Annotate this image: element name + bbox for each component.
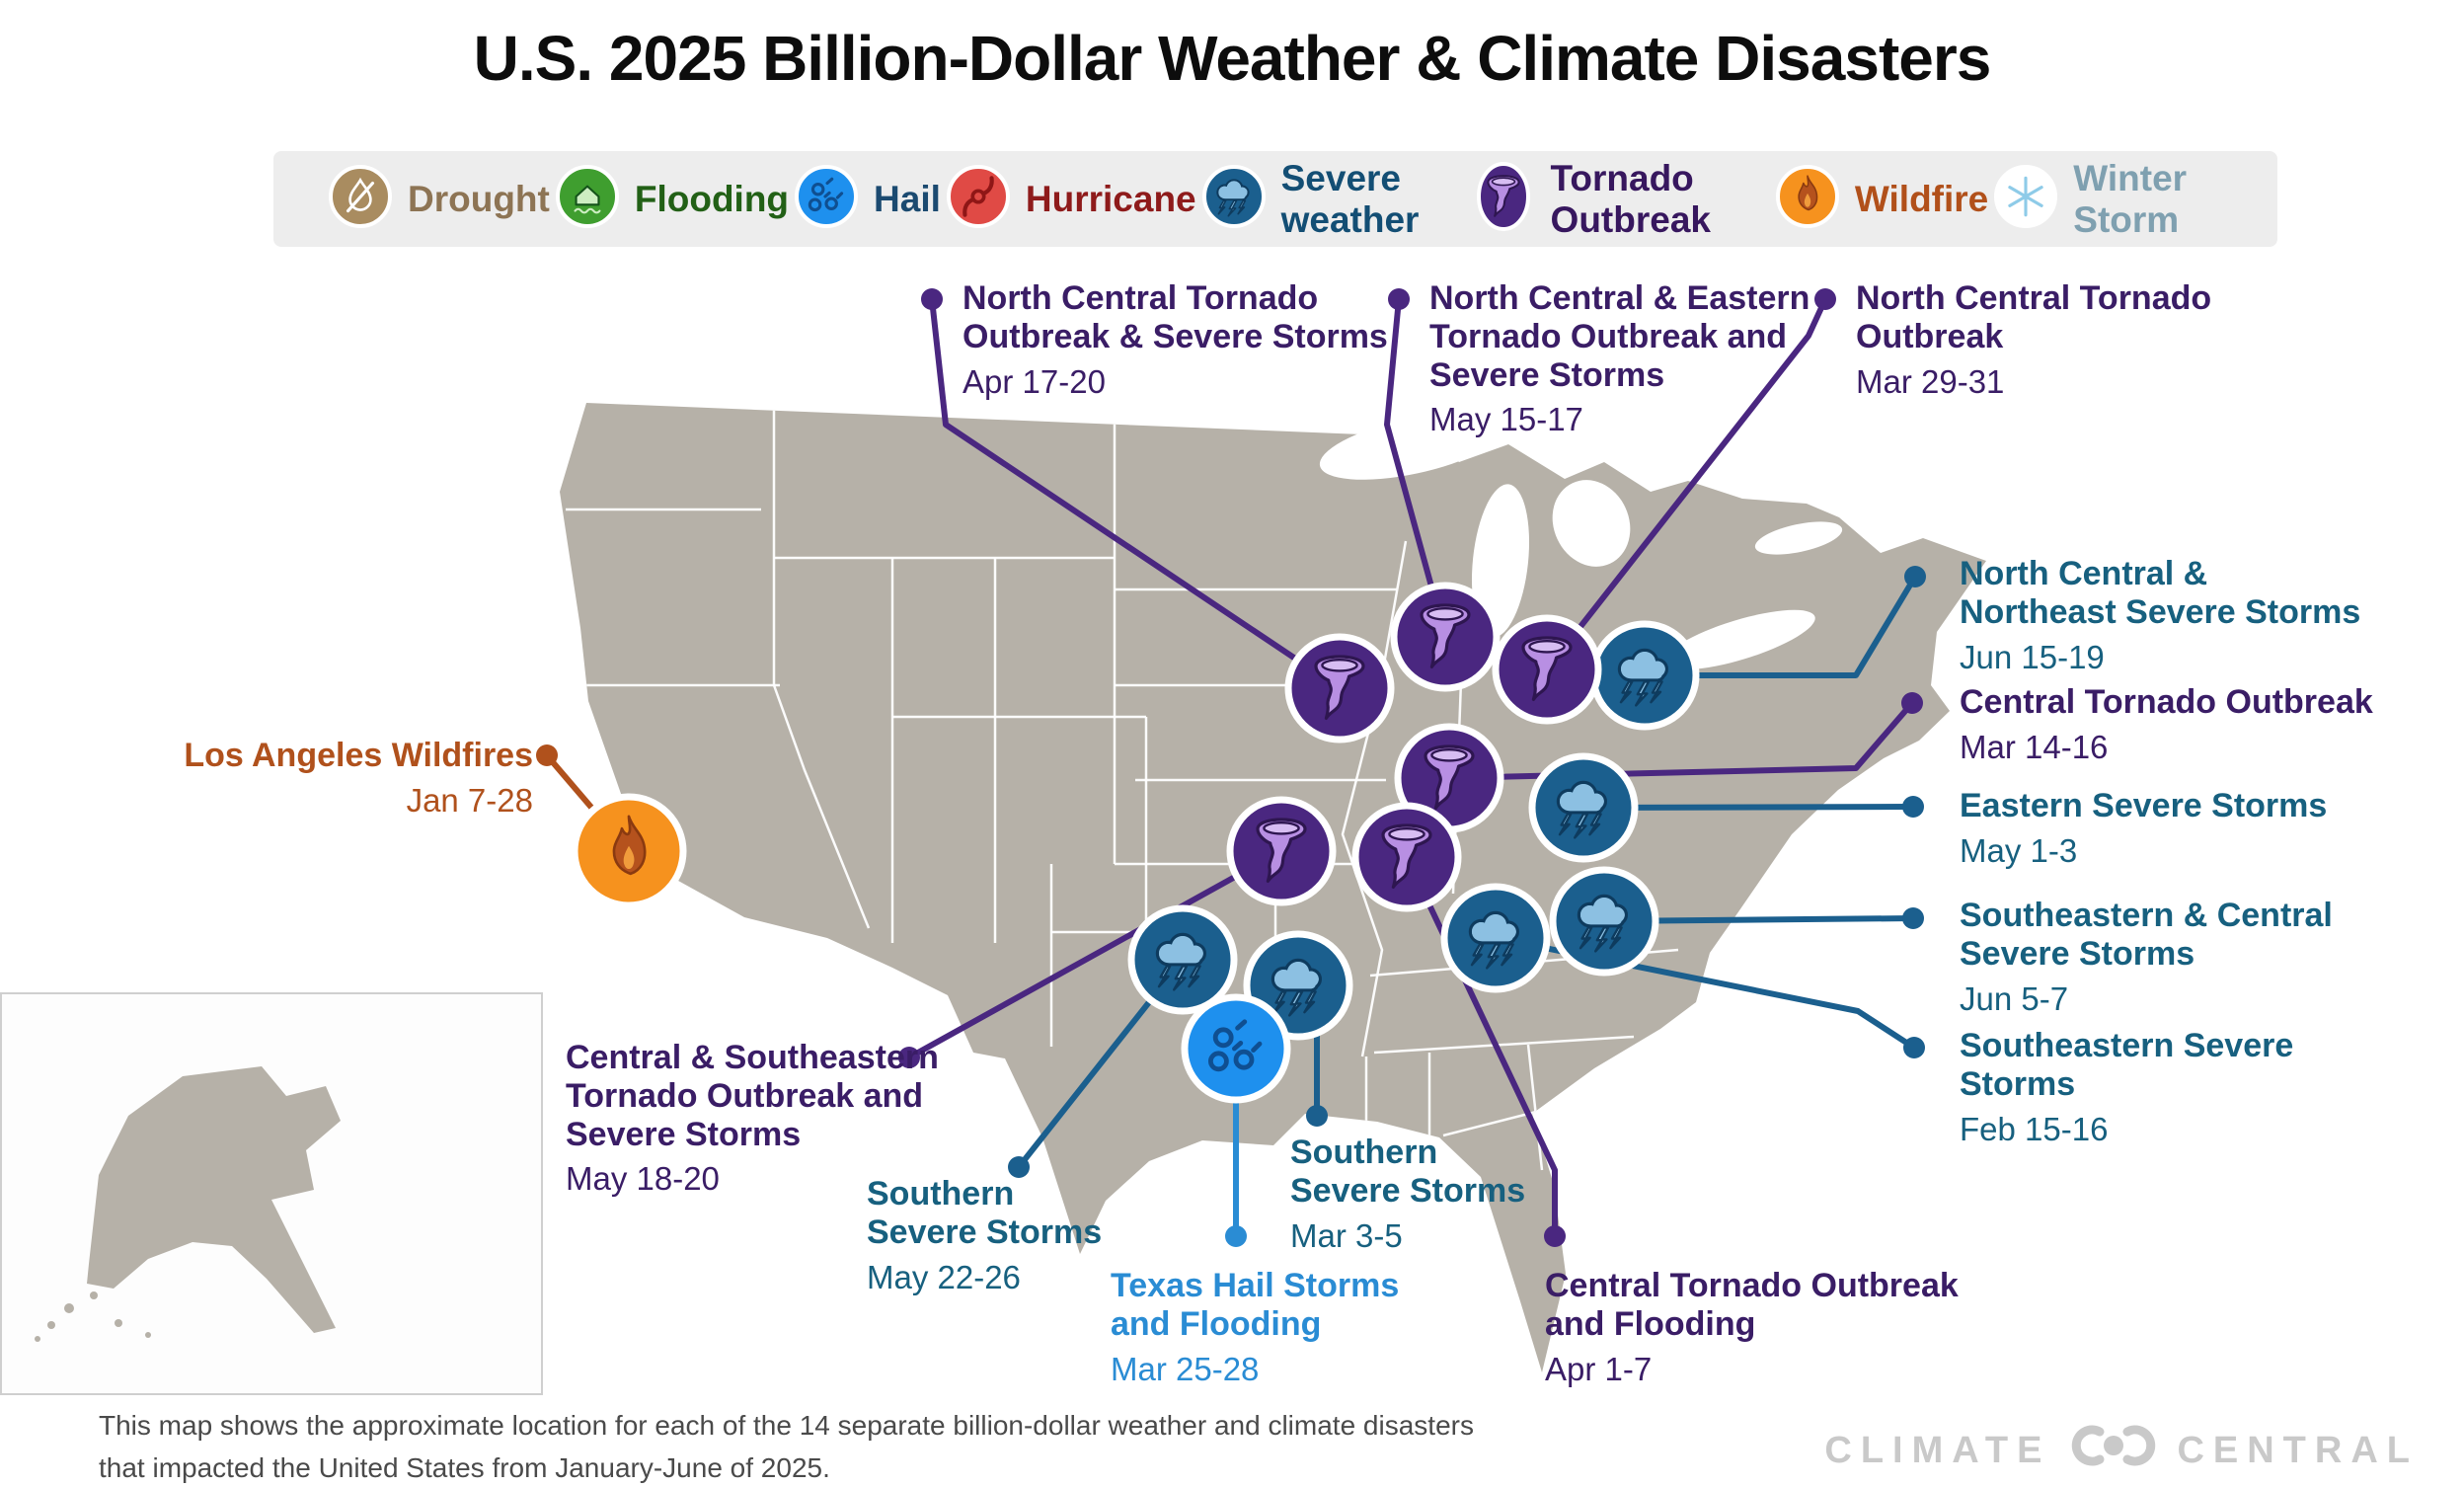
alaska-shape — [87, 1066, 341, 1333]
drought-icon — [323, 159, 398, 239]
marker-severe-weather-jun15 — [1589, 620, 1700, 731]
marker-tornado-apr17 — [1284, 633, 1395, 744]
wildfire-icon — [1770, 159, 1845, 239]
event-title: Texas Hail Storms and Flooding — [1111, 1267, 1400, 1343]
event-title: Southeastern Severe Storms — [1960, 1027, 2294, 1103]
legend-label: Severe weather — [1280, 157, 1420, 240]
event-label-mar25: Texas Hail Storms and Flooding Mar 25-28 — [1111, 1267, 1399, 1388]
legend-label: Wildfire — [1854, 178, 1989, 219]
legend-label: Hurricane — [1025, 178, 1196, 219]
event-title: North Central & Eastern Tornado Outbreak… — [1429, 279, 1810, 394]
event-title: Southern Severe Storms — [867, 1175, 1103, 1251]
legend-bar: Drought Flooding Hail Hurricane Severe w… — [273, 151, 2277, 247]
event-date: May 15-17 — [1429, 401, 1583, 438]
label-dots — [536, 288, 1926, 1247]
event-title: Eastern Severe Storms — [1960, 787, 2328, 824]
event-title: Central Tornado Outbreak and Flooding — [1545, 1267, 1959, 1343]
event-label-may15: North Central & Eastern Tornado Outbreak… — [1429, 279, 1810, 438]
marker-tornado-mar29 — [1492, 614, 1602, 725]
event-title: Central & Southeastern Tornado Outbreak … — [566, 1039, 939, 1153]
event-date: Feb 15-16 — [1960, 1110, 2109, 1147]
tornado-icon — [1466, 159, 1541, 239]
event-date: Apr 17-20 — [962, 362, 1106, 400]
brand-word-central: CENTRAL — [2177, 1429, 2419, 1471]
severe-weather-icon — [1196, 159, 1271, 239]
state-borders — [566, 403, 1679, 1171]
footnote: This map shows the approximate location … — [99, 1410, 1474, 1484]
legend-item-severe-weather: Severe weather — [1196, 158, 1466, 241]
marker-tornado-may18 — [1226, 796, 1337, 906]
event-date: Mar 3-5 — [1290, 1216, 1403, 1254]
marker-severe-weather-may1 — [1528, 752, 1639, 863]
event-label-may1: Eastern Severe Storms May 1-3 — [1960, 787, 2327, 870]
legend-item-tornado-outbreak: Tornado Outbreak — [1466, 158, 1770, 241]
event-title: North Central Tornado Outbreak — [1856, 279, 2212, 355]
event-label-jun15: North Central & Northeast Severe Storms … — [1960, 555, 2360, 676]
event-label-apr17: North Central Tornado Outbreak & Severe … — [962, 279, 1388, 401]
event-date: May 1-3 — [1960, 831, 2078, 869]
event-date: May 18-20 — [566, 1160, 720, 1198]
brand-rings-icon — [2066, 1422, 2161, 1479]
event-label-may22: Southern Severe Storms May 22-26 — [867, 1175, 1102, 1296]
event-label-jan7: Los Angeles Wildfires Jan 7-28 — [184, 737, 533, 820]
event-date: Mar 29-31 — [1856, 362, 2005, 400]
hurricane-icon — [941, 159, 1016, 239]
event-label-apr1: Central Tornado Outbreak and Flooding Ap… — [1545, 1267, 1959, 1388]
brand-word-climate: CLIMATE — [1824, 1429, 2051, 1471]
legend-item-drought: Drought — [323, 159, 550, 239]
event-label-mar29: North Central Tornado Outbreak Mar 29-31 — [1856, 279, 2211, 401]
legend-label: Tornado Outbreak — [1550, 157, 1711, 240]
aleutian-islands — [35, 1291, 151, 1342]
marker-wildfire-jan7 — [571, 793, 687, 909]
marker-hail-mar25 — [1181, 993, 1291, 1104]
flooding-icon — [550, 159, 625, 239]
hail-icon — [789, 159, 864, 239]
legend-item-wildfire: Wildfire — [1770, 159, 1988, 239]
legend-label: Hail — [874, 178, 941, 219]
winter-storm-icon — [1988, 159, 2063, 239]
alaska-inset — [0, 992, 543, 1395]
great-lakes — [1319, 413, 1843, 670]
legend-item-winter-storm: Winter Storm — [1988, 158, 2228, 241]
event-title: North Central & Northeast Severe Storms — [1960, 555, 2361, 631]
legend-label: Drought — [408, 178, 550, 219]
event-label-may18: Central & Southeastern Tornado Outbreak … — [566, 1039, 939, 1198]
marker-severe-weather-may22 — [1127, 904, 1238, 1015]
event-title: Southern Severe Storms — [1290, 1134, 1526, 1210]
event-title: Southeastern & Central Severe Storms — [1960, 897, 2333, 973]
marker-severe-weather-feb15 — [1440, 883, 1551, 993]
legend-label: Winter Storm — [2073, 157, 2188, 240]
legend-item-hurricane: Hurricane — [941, 159, 1196, 239]
event-date: Mar 25-28 — [1111, 1350, 1260, 1387]
event-markers — [571, 582, 1700, 1104]
event-date: May 22-26 — [867, 1258, 1021, 1295]
legend-label: Flooding — [634, 178, 790, 219]
event-title: North Central Tornado Outbreak & Severe … — [962, 279, 1388, 355]
event-title: Los Angeles Wildfires — [184, 737, 533, 774]
event-date: Jun 15-19 — [1960, 638, 2105, 675]
legend-item-flooding: Flooding — [550, 159, 789, 239]
event-date: Mar 14-16 — [1960, 728, 2109, 765]
marker-tornado-apr1 — [1351, 802, 1462, 912]
marker-severe-weather-jun5 — [1549, 866, 1659, 977]
event-date: Jan 7-28 — [406, 781, 533, 819]
legend-item-hail: Hail — [789, 159, 941, 239]
event-label-mar14: Central Tornado Outbreak Mar 14-16 — [1960, 683, 2373, 766]
event-label-feb15: Southeastern Severe Storms Feb 15-16 — [1960, 1027, 2293, 1148]
event-date: Jun 5-7 — [1960, 979, 2069, 1017]
page-title: U.S. 2025 Billion-Dollar Weather & Clima… — [473, 23, 1992, 94]
event-title: Central Tornado Outbreak — [1960, 683, 2373, 721]
event-date: Apr 1-7 — [1545, 1350, 1653, 1387]
event-label-jun5: Southeastern & Central Severe Storms Jun… — [1960, 897, 2333, 1018]
event-label-mar3: Southern Severe Storms Mar 3-5 — [1290, 1134, 1525, 1255]
brand-logo: CLIMATE CENTRAL — [1824, 1422, 2419, 1479]
marker-tornado-may15 — [1390, 582, 1501, 692]
